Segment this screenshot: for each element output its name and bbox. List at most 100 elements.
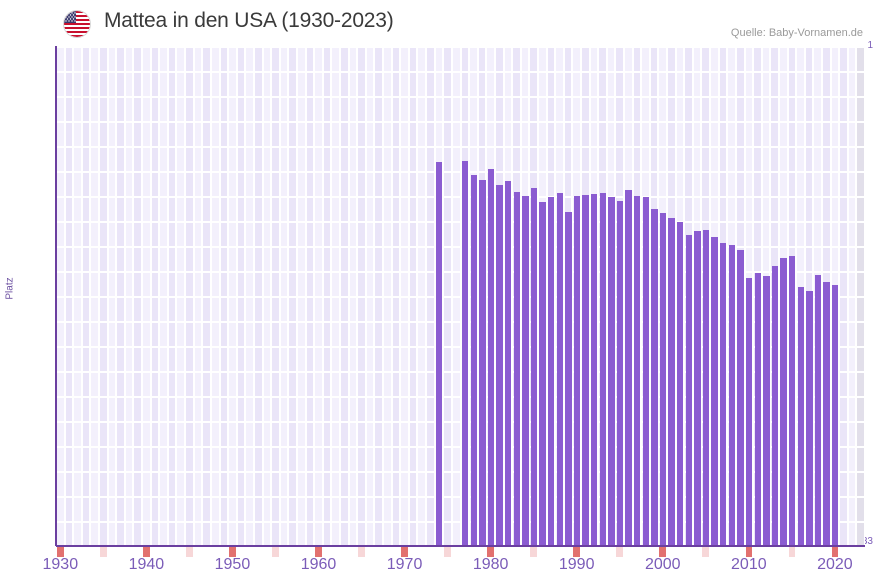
chart-bar[interactable] <box>780 258 787 546</box>
chart-bar[interactable] <box>771 266 779 546</box>
chart-bar[interactable] <box>685 235 693 546</box>
vertical-gridline <box>511 46 514 546</box>
chart-bar[interactable] <box>522 196 529 546</box>
chart-bar[interactable] <box>763 275 770 546</box>
chart-bar[interactable] <box>720 243 727 546</box>
vertical-gridline <box>519 46 522 546</box>
vertical-gridline <box>493 46 496 546</box>
vertical-gridline <box>743 46 746 546</box>
vertical-gridline <box>717 46 720 546</box>
chart-bar[interactable] <box>616 200 624 546</box>
vertical-gridline <box>321 46 324 546</box>
vertical-gridline <box>304 46 307 546</box>
chart-bar[interactable] <box>436 162 443 546</box>
vertical-gridline <box>106 46 109 546</box>
chart-bar[interactable] <box>573 195 581 546</box>
chart-bar[interactable] <box>814 274 822 546</box>
vertical-gridline <box>691 46 694 546</box>
chart-bar[interactable] <box>634 195 641 546</box>
chart-bar[interactable] <box>668 217 675 546</box>
vertical-gridline <box>554 46 557 546</box>
x-axis-tick-label-2020: 2020 <box>817 556 853 573</box>
vertical-gridline <box>597 46 600 546</box>
chart-bar[interactable] <box>651 209 658 546</box>
chart-bar[interactable] <box>788 256 796 546</box>
chart-bar[interactable] <box>642 196 650 546</box>
vertical-gridline <box>278 46 281 546</box>
vertical-gridline <box>640 46 643 546</box>
chart-header: Mattea in den USA (1930-2023) Quelle: Ba… <box>0 0 873 46</box>
vertical-gridline <box>623 46 626 546</box>
x-axis-tick-mark <box>57 547 64 557</box>
chart-bar[interactable] <box>677 221 684 546</box>
vertical-gridline <box>270 46 273 546</box>
x-axis-tick-mark <box>358 547 365 557</box>
chart-bar[interactable] <box>556 192 563 546</box>
vertical-gridline <box>201 46 204 546</box>
vertical-gridline <box>726 46 729 546</box>
x-axis-tick-label-1940: 1940 <box>128 556 165 573</box>
vertical-gridline <box>399 46 402 546</box>
chart-bar[interactable] <box>479 179 486 546</box>
x-axis-tick-mark <box>573 547 580 557</box>
chart-bar[interactable] <box>530 188 538 546</box>
chart-bar[interactable] <box>823 281 830 546</box>
x-axis-tick-mark <box>186 547 193 557</box>
vertical-gridline <box>425 46 428 546</box>
chart-bar[interactable] <box>694 230 701 546</box>
vertical-gridline <box>80 46 83 546</box>
chart-bar[interactable] <box>659 212 667 546</box>
x-axis-tick-mark <box>659 547 667 557</box>
vertical-gridline <box>416 46 419 546</box>
chart-bar[interactable] <box>737 249 744 546</box>
vertical-gridline <box>536 46 539 546</box>
chart-bar[interactable] <box>608 197 615 546</box>
chart-bar[interactable] <box>745 277 753 546</box>
vertical-gridline <box>605 46 608 546</box>
vertical-gridline <box>838 46 841 546</box>
x-axis-tick-strip <box>56 547 865 557</box>
chart-bar[interactable] <box>625 190 632 546</box>
vertical-gridline <box>115 46 118 546</box>
vertical-gridline <box>657 46 660 546</box>
chart-bar[interactable] <box>711 237 718 546</box>
x-axis-tick-mark <box>272 547 279 557</box>
x-axis-tick-mark <box>315 547 322 557</box>
chart-bar[interactable] <box>565 212 572 546</box>
chart-bar[interactable] <box>599 193 606 546</box>
x-axis-tick-mark <box>143 547 150 557</box>
chart-bar[interactable] <box>496 185 503 546</box>
chart-bar[interactable] <box>702 230 710 546</box>
vertical-gridline <box>252 46 255 546</box>
x-axis-tick-label-1930: 1930 <box>42 556 79 573</box>
chart-bar[interactable] <box>754 272 761 546</box>
vertical-gridline <box>562 46 565 546</box>
y-axis-title: Platz <box>4 277 16 300</box>
vertical-gridline <box>407 46 410 546</box>
y-axis-tick-top: 1 <box>867 40 873 51</box>
chart-bar[interactable] <box>582 194 589 546</box>
vertical-gridline <box>683 46 686 546</box>
chart-bar[interactable] <box>504 180 512 546</box>
chart-bar[interactable] <box>513 192 520 546</box>
chart-bar[interactable] <box>806 290 813 546</box>
chart-bar[interactable] <box>831 284 839 546</box>
vertical-gridline <box>166 46 169 546</box>
x-axis-tick-mark <box>788 547 796 557</box>
x-axis-tick-mark <box>530 547 537 557</box>
chart-bar[interactable] <box>461 161 469 546</box>
vertical-gridline <box>579 46 582 546</box>
x-axis-tick-mark <box>229 547 236 557</box>
chart-bar[interactable] <box>728 244 736 546</box>
vertical-gridline <box>209 46 212 546</box>
chart-bar[interactable] <box>590 194 598 546</box>
chart-bar[interactable] <box>470 175 477 546</box>
vertical-gridline <box>528 46 531 546</box>
vertical-gridline <box>373 46 376 546</box>
chart-bar[interactable] <box>539 201 546 546</box>
chart-bar[interactable] <box>547 197 555 546</box>
chart-bar[interactable] <box>487 168 495 546</box>
vertical-gridline <box>390 46 393 546</box>
x-axis-tick-label-2010: 2010 <box>731 556 767 573</box>
chart-bar[interactable] <box>797 287 804 546</box>
